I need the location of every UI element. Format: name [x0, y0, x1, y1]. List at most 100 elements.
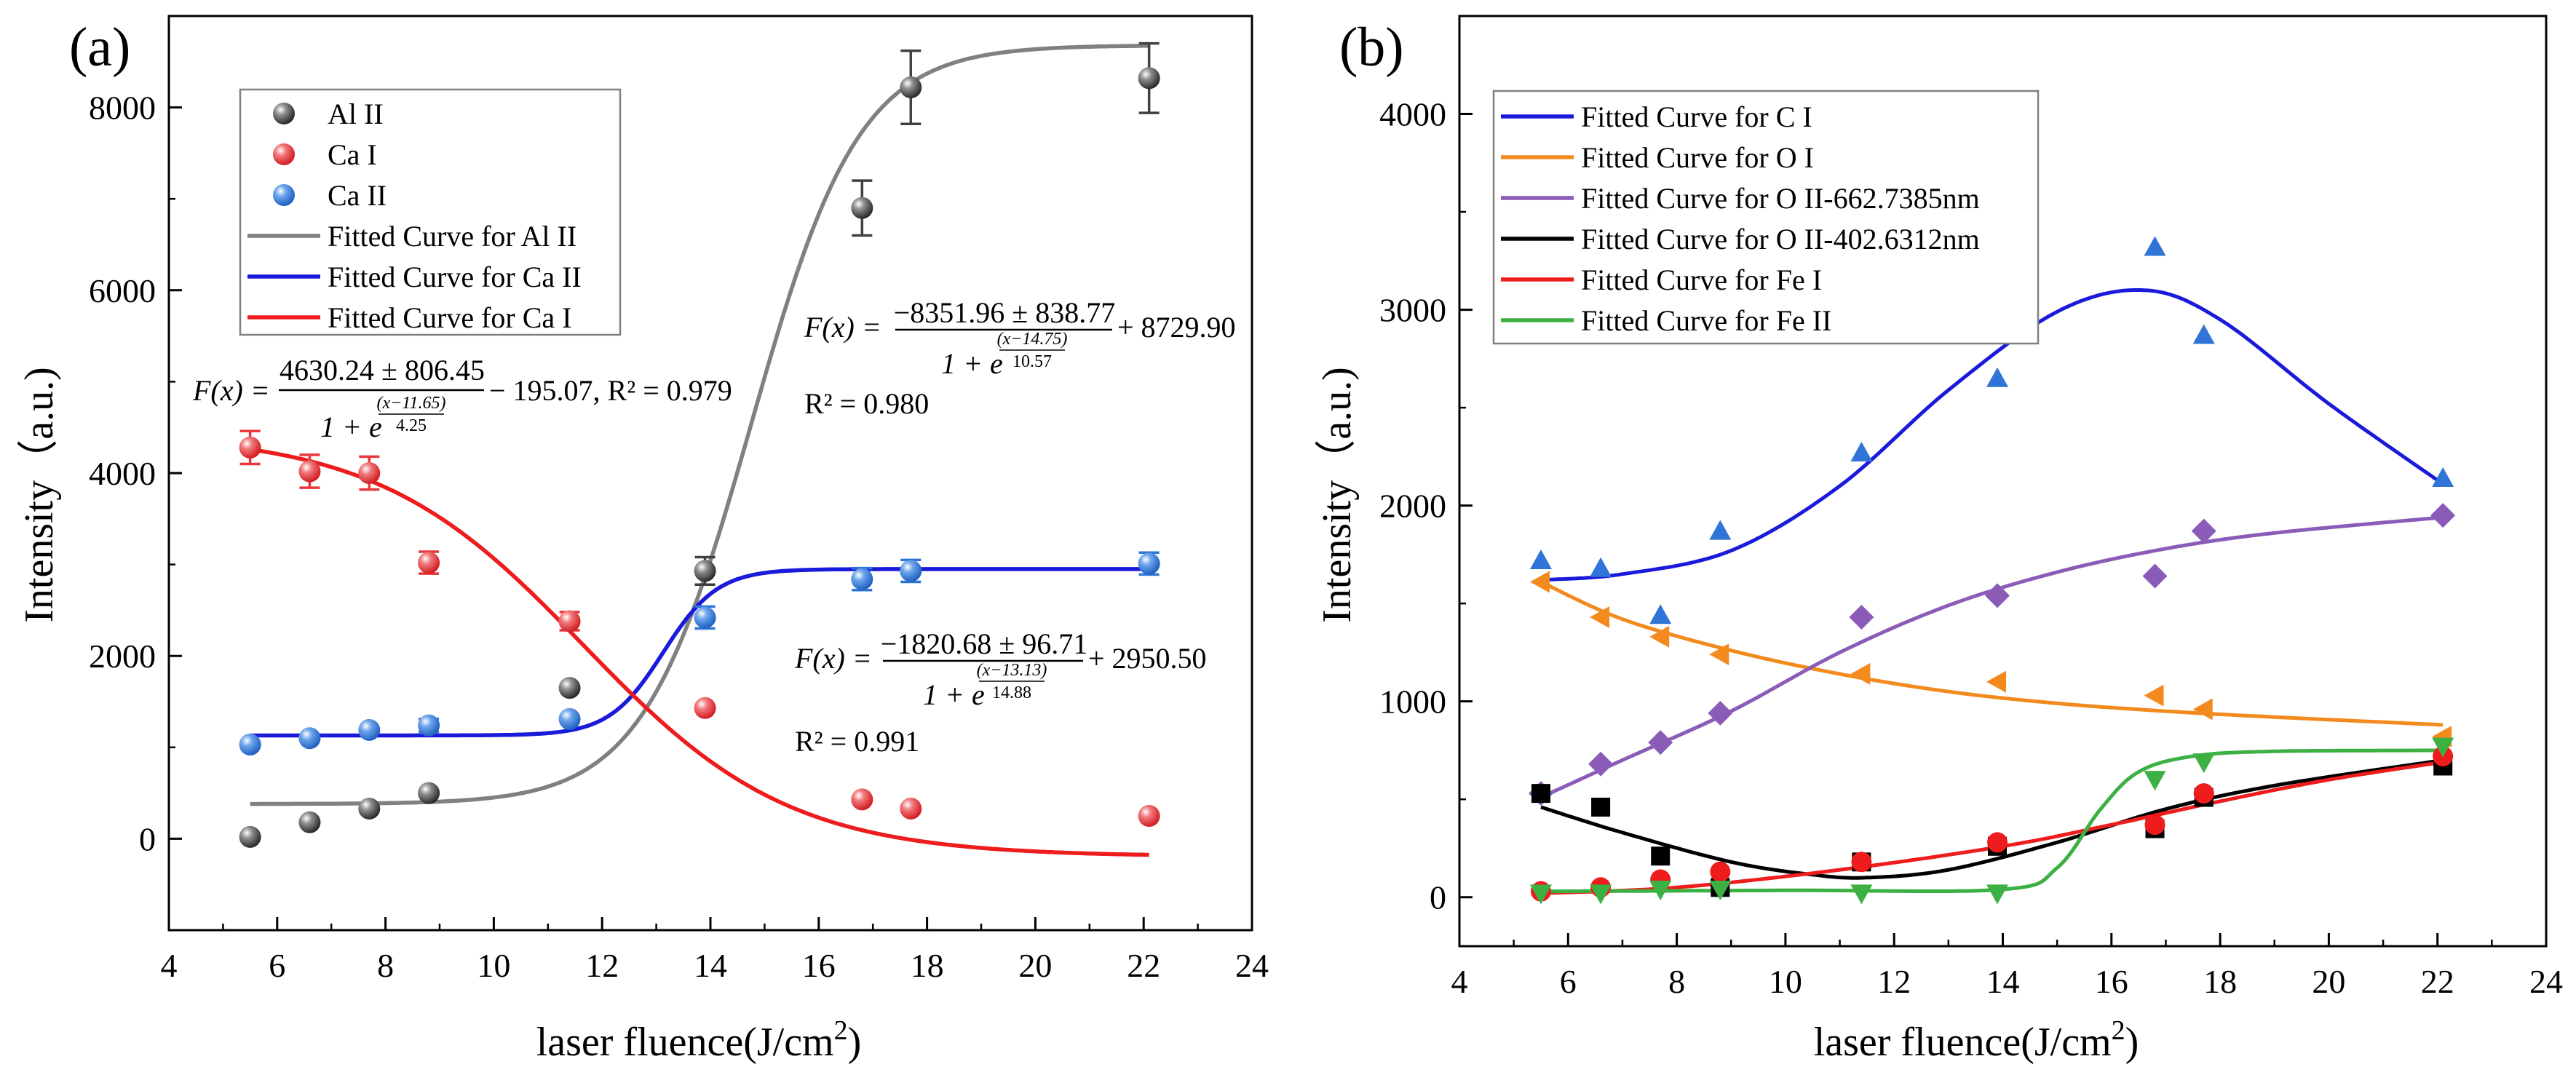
panel-a-ytick-label: 4000 — [89, 455, 156, 492]
panel-a-fits — [250, 44, 1149, 857]
panel-b-ytick-label: 0 — [1430, 879, 1446, 916]
fit-line-o-ii-402-6312nm — [1540, 758, 2444, 880]
panel-b-xtick-label: 12 — [1877, 963, 1911, 1000]
point-ca-i — [1138, 805, 1160, 827]
panel-a-xtick-label: 8 — [377, 947, 394, 984]
point-al-ii — [900, 76, 922, 98]
point-c-i — [2144, 236, 2166, 256]
equation-al-ii: F(x) = −8351.96 ± 838.77 1 + e (x−14.75)… — [804, 296, 1236, 420]
point-c-i — [2432, 467, 2454, 487]
panel-a-ytick-label: 6000 — [89, 272, 156, 309]
eq2-numerator: −8351.96 ± 838.77 — [894, 296, 1116, 329]
panel-b-xtick-label: 18 — [2203, 963, 2237, 1000]
panel-b-legend-box — [1492, 90, 2040, 345]
panel-a-xtick-label: 4 — [161, 947, 178, 984]
panel-b-xlabel: laser fluence(J/cm2) — [1814, 1015, 2139, 1065]
point-fe-ii — [1986, 884, 2009, 905]
fit-line-fitted-curve-for-al-ii — [250, 44, 1149, 806]
legend-label: Fitted Curve for O II-662.7385nm — [1581, 182, 1980, 215]
panel-a-label: (a) — [69, 17, 130, 78]
eq3-tail: + 2950.50 — [1088, 642, 1207, 675]
point-o-ii-662-7385nm — [2142, 563, 2168, 589]
point-fe-ii — [2144, 771, 2166, 791]
panel-b-ytick-label: 1000 — [1379, 683, 1446, 721]
point-fe-i — [2193, 783, 2214, 804]
legend-label: Fitted Curve for O II-402.6312nm — [1581, 223, 1980, 255]
legend-label: Fitted Curve for O I — [1581, 141, 1814, 174]
point-o-ii-402-6312nm — [1591, 797, 1611, 817]
panel-b-axes: 4 6 8 10 12 14 16 18 20 22 24 0 1000 2000 3000 4000 — [1379, 15, 2563, 1000]
point-c-i — [2192, 324, 2215, 344]
panel-b-xtick-label: 4 — [1451, 963, 1468, 1000]
point-ca-ii — [418, 714, 440, 737]
eq3-denominator: 1 + e — [923, 678, 985, 711]
eq2-exp-bottom: 10.57 — [1012, 352, 1052, 371]
panel-b-xtick-label: 14 — [1986, 963, 2020, 1000]
point-o-ii-662-7385nm — [1648, 730, 1673, 755]
point-ca-ii — [239, 734, 261, 756]
panel-b-xtick-label: 8 — [1668, 963, 1685, 1000]
legend-label: Ca I — [328, 138, 377, 171]
legend-label: Fitted Curve for Ca I — [328, 301, 572, 334]
panel-a-legend: Al II Ca I Ca II Fitted Curve for Al II Fitt… — [239, 88, 622, 336]
point-c-i — [1850, 441, 1873, 461]
panel-a-axes: 4 6 8 10 12 14 16 18 20 22 24 0 2000 4000 6000 8000 — [89, 15, 1269, 984]
point-al-ii — [851, 197, 873, 219]
eq2-exp-top: (x−14.75) — [997, 330, 1068, 349]
point-al-ii — [298, 811, 321, 833]
panel-a-ytick-label: 0 — [139, 820, 156, 857]
fit-line-c-i — [1540, 287, 2444, 582]
panel-b-ytick-label: 4000 — [1379, 96, 1446, 133]
point-ca-i — [298, 460, 321, 483]
panel-b-ytick-label: 3000 — [1379, 292, 1446, 329]
eq2-denominator: 1 + e — [941, 347, 1003, 380]
panel-b-ylabel: Intensity（a.u.) — [1315, 367, 1360, 622]
panel-b-legend: Fitted Curve for C I Fitted Curve for O I… — [1492, 90, 2040, 345]
eq3-fx: F(x) = — [794, 642, 872, 675]
point-fe-i — [2144, 814, 2165, 836]
point-o-ii-662-7385nm — [1985, 583, 2010, 608]
equation-ca-i: F(x) = 4630.24 ± 806.45 1 + e (x−11.65) … — [192, 354, 732, 443]
point-fe-ii — [2432, 737, 2454, 758]
point-al-ii — [694, 560, 716, 582]
point-fe-i — [1710, 861, 1731, 882]
panel-b: (b) 4 6 8 10 12 14 16 18 20 22 24 0 1000 2000 3000 4000… — [1315, 15, 2563, 1065]
panel-b-points — [1528, 236, 2456, 905]
panel-a-ylabel: Intensity（a.u.) — [17, 367, 62, 622]
eq1-exp-top: (x−11.65) — [376, 394, 445, 413]
point-ca-i — [558, 610, 581, 632]
panel-a: (a) 4 6 8 10 12 14 16 18 20 22 24 0 2000 4000 6000 8000… — [17, 15, 1269, 1065]
fit-line-fitted-curve-for-ca-ii — [250, 567, 1149, 738]
point-al-ii — [239, 825, 261, 848]
panel-a-xtick-label: 16 — [802, 947, 836, 984]
point-ca-i — [900, 797, 922, 820]
point-o-i — [1986, 670, 2007, 693]
panel-a-ytick-label: 8000 — [89, 90, 156, 127]
eq3-exp-top: (x−13.13) — [977, 661, 1047, 680]
panel-b-xtick-label: 10 — [1769, 963, 1802, 1000]
eq2-fx: F(x) = — [804, 311, 881, 344]
eq3-r2: R² = 0.991 — [795, 725, 919, 758]
point-ca-i — [851, 788, 873, 811]
fit-line-fe-i — [1540, 760, 2444, 895]
panel-a-ytick-label: 2000 — [89, 638, 156, 675]
point-fe-i — [1987, 832, 2008, 853]
panel-a-xtick-label: 22 — [1127, 947, 1160, 984]
legend-label: Fitted Curve for Fe II — [1581, 304, 1831, 337]
point-ca-ii — [558, 707, 581, 730]
point-ca-ii — [298, 727, 321, 750]
point-ca-ii — [851, 568, 873, 590]
point-ca-ii — [358, 718, 381, 741]
eq1-numerator: 4630.24 ± 806.45 — [280, 354, 485, 386]
point-fe-ii — [1590, 884, 1612, 905]
panel-a-xtick-label: 18 — [911, 947, 944, 984]
legend-marker-ca-i — [273, 143, 295, 165]
point-al-ii — [558, 677, 581, 699]
point-fe-ii — [1850, 884, 1873, 905]
point-ca-i — [418, 552, 440, 574]
point-c-i — [1986, 367, 2009, 387]
point-ca-i — [358, 462, 381, 484]
point-o-i — [2192, 698, 2213, 721]
fit-line-fitted-curve-for-ca-i — [250, 447, 1149, 857]
